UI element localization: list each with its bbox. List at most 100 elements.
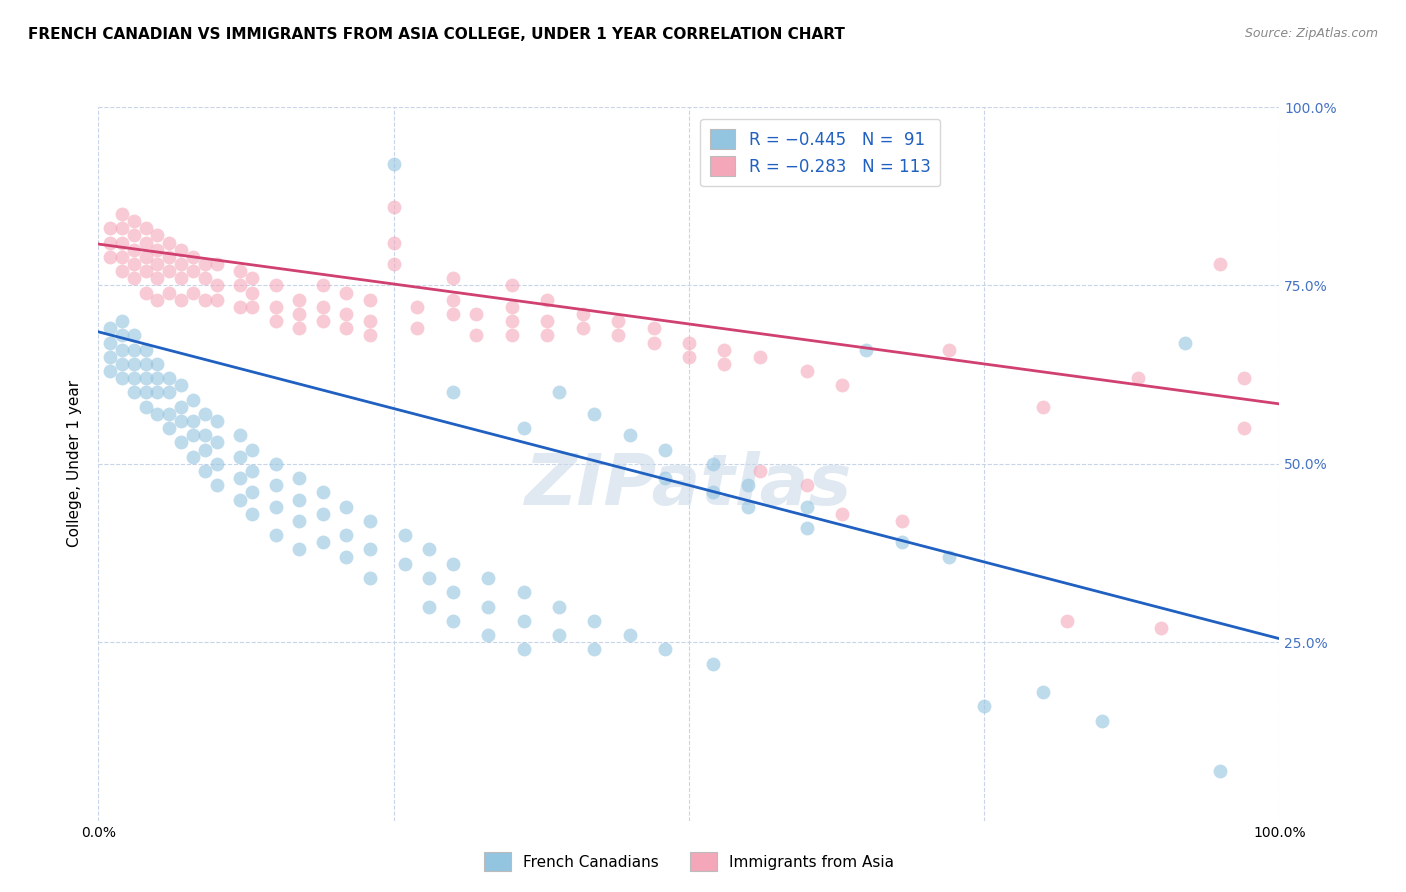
Point bbox=[678, 350, 700, 364]
Point bbox=[1209, 257, 1232, 271]
Point bbox=[146, 357, 169, 371]
Point bbox=[702, 657, 724, 671]
Point bbox=[335, 285, 357, 300]
Point bbox=[737, 500, 759, 514]
Point bbox=[111, 343, 134, 357]
Point bbox=[146, 293, 169, 307]
Point bbox=[229, 264, 252, 278]
Point bbox=[122, 257, 145, 271]
Point bbox=[240, 285, 263, 300]
Point bbox=[264, 457, 287, 471]
Point bbox=[194, 442, 217, 457]
Point bbox=[1126, 371, 1149, 385]
Point bbox=[1209, 764, 1232, 778]
Point bbox=[170, 243, 193, 257]
Point bbox=[312, 278, 335, 293]
Point bbox=[146, 243, 169, 257]
Point bbox=[512, 642, 534, 657]
Point bbox=[288, 492, 311, 507]
Point bbox=[441, 385, 464, 400]
Point bbox=[1056, 614, 1078, 628]
Point bbox=[713, 343, 735, 357]
Point bbox=[264, 528, 287, 542]
Point bbox=[146, 257, 169, 271]
Point bbox=[194, 271, 217, 285]
Point bbox=[1032, 400, 1054, 414]
Point bbox=[122, 271, 145, 285]
Point bbox=[796, 478, 818, 492]
Point bbox=[205, 478, 228, 492]
Point bbox=[111, 221, 134, 235]
Point bbox=[98, 364, 121, 378]
Point bbox=[264, 500, 287, 514]
Point bbox=[264, 314, 287, 328]
Point bbox=[181, 414, 204, 428]
Point bbox=[1174, 335, 1197, 350]
Point bbox=[170, 414, 193, 428]
Point bbox=[477, 571, 499, 585]
Point bbox=[229, 300, 252, 314]
Text: Source: ZipAtlas.com: Source: ZipAtlas.com bbox=[1244, 27, 1378, 40]
Point bbox=[312, 485, 335, 500]
Point bbox=[181, 264, 204, 278]
Point bbox=[98, 250, 121, 264]
Point bbox=[890, 514, 912, 528]
Point bbox=[229, 450, 252, 464]
Point bbox=[465, 328, 488, 343]
Point bbox=[831, 378, 853, 392]
Point bbox=[394, 557, 416, 571]
Point bbox=[312, 507, 335, 521]
Point bbox=[441, 307, 464, 321]
Point bbox=[382, 235, 405, 250]
Point bbox=[1032, 685, 1054, 699]
Point bbox=[796, 521, 818, 535]
Point bbox=[312, 314, 335, 328]
Point bbox=[512, 585, 534, 599]
Point bbox=[619, 428, 641, 442]
Point bbox=[748, 350, 770, 364]
Point bbox=[229, 471, 252, 485]
Point bbox=[382, 257, 405, 271]
Point bbox=[312, 535, 335, 549]
Point bbox=[194, 407, 217, 421]
Point bbox=[335, 549, 357, 564]
Point bbox=[240, 507, 263, 521]
Point bbox=[122, 343, 145, 357]
Point bbox=[205, 457, 228, 471]
Point bbox=[146, 228, 169, 243]
Point bbox=[394, 528, 416, 542]
Point bbox=[264, 300, 287, 314]
Point bbox=[1150, 621, 1173, 635]
Point bbox=[335, 321, 357, 335]
Point bbox=[135, 221, 157, 235]
Point bbox=[288, 471, 311, 485]
Point bbox=[170, 293, 193, 307]
Point bbox=[548, 599, 571, 614]
Point bbox=[548, 628, 571, 642]
Point bbox=[205, 435, 228, 450]
Point bbox=[831, 507, 853, 521]
Point bbox=[157, 285, 180, 300]
Point bbox=[477, 628, 499, 642]
Point bbox=[194, 428, 217, 442]
Point bbox=[181, 392, 204, 407]
Point bbox=[240, 300, 263, 314]
Point bbox=[441, 557, 464, 571]
Point bbox=[288, 293, 311, 307]
Point bbox=[737, 478, 759, 492]
Point bbox=[536, 293, 558, 307]
Point bbox=[146, 271, 169, 285]
Point bbox=[170, 400, 193, 414]
Point bbox=[122, 228, 145, 243]
Point bbox=[157, 407, 180, 421]
Text: FRENCH CANADIAN VS IMMIGRANTS FROM ASIA COLLEGE, UNDER 1 YEAR CORRELATION CHART: FRENCH CANADIAN VS IMMIGRANTS FROM ASIA … bbox=[28, 27, 845, 42]
Point bbox=[111, 357, 134, 371]
Point bbox=[98, 221, 121, 235]
Point bbox=[205, 278, 228, 293]
Point bbox=[205, 414, 228, 428]
Point bbox=[619, 628, 641, 642]
Point bbox=[157, 235, 180, 250]
Point bbox=[229, 278, 252, 293]
Point bbox=[973, 699, 995, 714]
Point bbox=[240, 464, 263, 478]
